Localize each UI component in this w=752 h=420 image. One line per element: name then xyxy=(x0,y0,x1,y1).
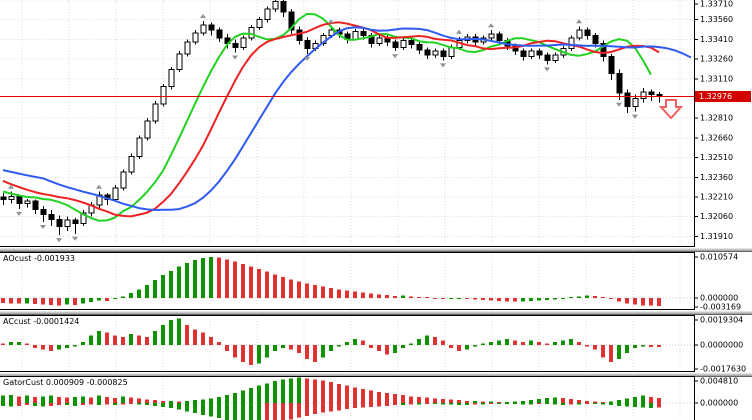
axis-tick-label: 1.33260 xyxy=(700,55,733,64)
indicator-label-gator: GatorCust 0.000909 -0.000825 xyxy=(3,378,128,387)
axis-tick-label: 1.33710 xyxy=(700,0,733,9)
indicator-label-ao: AOcust -0.001933 xyxy=(3,254,76,263)
fractal-down-icon xyxy=(16,211,22,216)
fractal-down-icon xyxy=(440,63,446,68)
fractal-up-icon xyxy=(328,19,334,24)
sell-arrow-icon[interactable] xyxy=(658,99,684,120)
axis-tick-label: 1.32360 xyxy=(700,173,733,182)
fractal-down-icon xyxy=(632,114,638,119)
panel-separator-2[interactable] xyxy=(0,310,752,315)
vertical-gridlines xyxy=(21,252,681,310)
axis-tick-label: 1.33110 xyxy=(700,74,733,83)
fractal-down-icon xyxy=(392,54,398,59)
axis-tick-label: 1.31910 xyxy=(700,232,733,241)
gator-histogram-canvas[interactable]: 0.004810 0.000000 xyxy=(0,376,752,420)
main-chart-canvas[interactable]: 1.33710 1.33560 1.33410 1.33260 1.33110 1.328… xyxy=(0,0,752,247)
alligator-jaw-line xyxy=(2,26,692,211)
ac-histogram-canvas[interactable]: 0.0019304 0.0000000 -0.0017630 xyxy=(0,315,752,372)
axis-tick-label: -0.0017630 xyxy=(700,365,746,373)
axis-tick-label: 1.32810 xyxy=(700,114,733,123)
fractal-up-icon xyxy=(576,19,582,24)
fractal-down-icon xyxy=(304,56,310,61)
fractal-up-icon xyxy=(8,184,14,189)
candles-layer xyxy=(0,0,663,236)
current-price-label: 1.32976 xyxy=(695,91,751,102)
axis-tick-label: 0.0000000 xyxy=(700,341,743,350)
histogram-bars xyxy=(1,256,661,306)
fractal-down-icon xyxy=(72,236,78,241)
axis-tick-label: 1.32060 xyxy=(700,212,733,221)
fractal-up-icon xyxy=(488,23,494,28)
alligator-lips-line xyxy=(2,12,652,222)
axis-tick-label: 0.010574 xyxy=(700,253,738,262)
axis-tick-label: -0.003169 xyxy=(700,303,741,311)
fractal-down-icon xyxy=(232,55,238,60)
axis-tick-label: 0.000000 xyxy=(700,399,738,408)
fractal-up-icon xyxy=(200,14,206,19)
indicator-panel-ao[interactable]: 0.010574 0.000000 -0.003169 AOcust -0.0019… xyxy=(0,252,752,310)
axis-tick-label: 1.32660 xyxy=(700,133,733,142)
vertical-gridlines xyxy=(21,315,681,372)
fractal-down-icon xyxy=(40,224,46,229)
fractal-up-icon xyxy=(456,29,462,34)
indicator-label-ac: ACcust -0.0001424 xyxy=(3,317,80,326)
gator-upper-bars xyxy=(1,377,661,403)
axis-tick-label: 1.32510 xyxy=(700,153,733,162)
panel-separator-1[interactable] xyxy=(0,247,752,252)
indicator-panel-gator[interactable]: 0.004810 0.000000 GatorCust 0.000909 -0.0… xyxy=(0,376,752,420)
axis-tick-label: 1.32210 xyxy=(700,192,733,201)
gator-lower-bars xyxy=(1,403,661,420)
fractal-up-icon xyxy=(96,184,102,189)
fractal-down-icon xyxy=(56,238,62,243)
indicator-panel-ac[interactable]: 0.0019304 0.0000000 -0.0017630 ACcust -0.0… xyxy=(0,315,752,372)
ao-histogram-canvas[interactable]: 0.010574 0.000000-0.003169 xyxy=(0,252,752,310)
axis-tick-label: 0.0019304 xyxy=(700,316,743,325)
fractal-down-icon xyxy=(616,102,622,107)
axis-tick-label: 1.33410 xyxy=(700,35,733,44)
main-price-chart[interactable]: 1.33710 1.33560 1.33410 1.33260 1.33110 1.328… xyxy=(0,0,752,247)
axis-tick-label: 0.004810 xyxy=(700,377,738,386)
fractal-arrows-layer xyxy=(8,14,638,243)
histogram-bars xyxy=(1,318,661,366)
fractal-down-icon xyxy=(544,67,550,72)
axis-tick-label: 0.000000 xyxy=(700,294,738,303)
axis-tick-label: 1.33560 xyxy=(700,15,733,24)
